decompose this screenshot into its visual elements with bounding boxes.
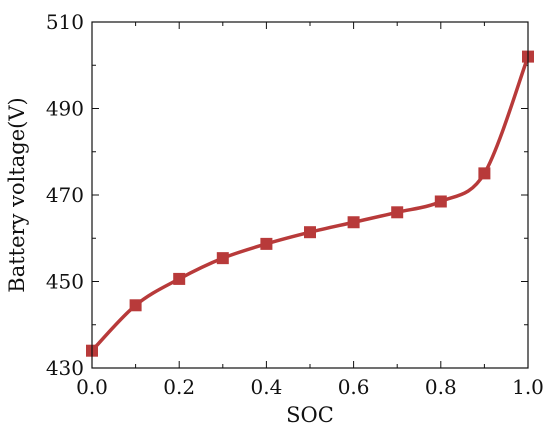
x-axis-title: SOC [286, 403, 334, 427]
y-tick-label: 490 [46, 97, 84, 121]
y-tick-labels: 430 450 470 490 510 [46, 10, 84, 380]
series-line [90, 55, 530, 352]
series-markers [86, 50, 534, 357]
x-tick-label: 0.6 [338, 375, 370, 399]
x-tick-label: 0.2 [163, 375, 195, 399]
x-tick-label: 0.4 [250, 375, 282, 399]
x-tick-labels: 0.0 0.2 0.4 0.6 0.8 1.0 [76, 375, 544, 399]
x-tick-label: 0.8 [425, 375, 457, 399]
y-tick-label: 450 [46, 270, 84, 294]
data-point-marker [347, 216, 360, 229]
data-point-marker [304, 226, 316, 239]
data-point-marker [478, 167, 491, 180]
plot-frame [91, 21, 529, 369]
y-tick-label: 430 [46, 356, 84, 380]
data-point-marker [173, 272, 186, 285]
series-curve [90, 55, 530, 352]
data-point-marker [260, 237, 273, 250]
data-point-marker [216, 252, 229, 265]
y-tick-label: 510 [46, 10, 84, 34]
y-tick-label: 470 [46, 183, 84, 207]
data-point-marker [129, 299, 142, 312]
x-tick-label: 1.0 [512, 375, 544, 399]
x-tick-label: 0.0 [76, 375, 108, 399]
data-point-marker [434, 195, 447, 208]
y-axis-title: Battery voltage(V) [5, 97, 29, 292]
data-point-marker [391, 206, 404, 219]
